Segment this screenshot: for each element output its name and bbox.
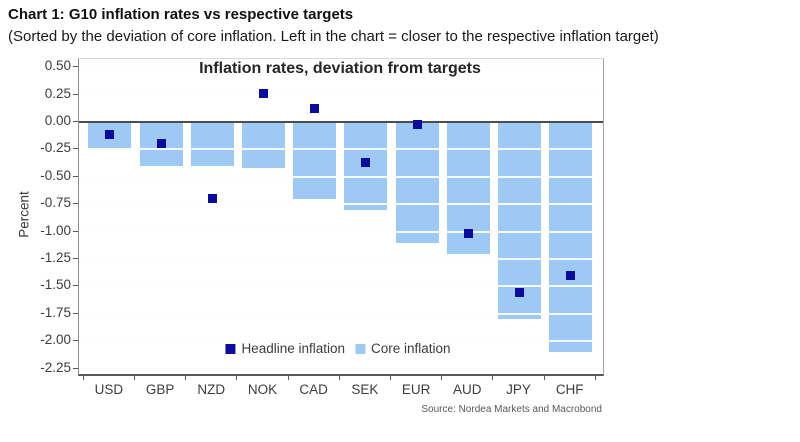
y-tick-label: -1.75 bbox=[40, 304, 71, 320]
x-axis-tick bbox=[185, 375, 187, 380]
core-inflation-bar bbox=[190, 122, 234, 166]
y-axis-tick bbox=[73, 175, 78, 177]
page-title: Chart 1: G10 inflation rates vs respecti… bbox=[8, 6, 354, 23]
x-tick-label: NZD bbox=[197, 382, 226, 397]
x-tick-label: SEK bbox=[351, 382, 379, 397]
y-tick-label: -1.00 bbox=[40, 222, 71, 238]
core-inflation-bar bbox=[395, 122, 439, 243]
x-axis-tick bbox=[492, 375, 494, 380]
y-axis-tick bbox=[73, 312, 78, 314]
x-tick-label: NOK bbox=[247, 382, 278, 397]
x-tick-label: CHF bbox=[555, 382, 584, 397]
x-axis-tick bbox=[338, 375, 340, 380]
y-tick-label: -0.50 bbox=[40, 167, 71, 183]
y-axis-tick bbox=[73, 230, 78, 232]
gridline-overlay bbox=[79, 175, 603, 178]
x-axis-tick bbox=[441, 375, 443, 380]
page-subtitle: (Sorted by the deviation of core inflati… bbox=[8, 28, 659, 45]
y-axis-tick bbox=[73, 258, 78, 259]
y-axis-tick bbox=[73, 148, 78, 150]
gridline-overlay bbox=[79, 285, 603, 288]
core-legend-swatch-icon bbox=[355, 343, 366, 354]
headline-inflation-marker bbox=[156, 139, 166, 149]
headline-inflation-marker bbox=[361, 158, 371, 168]
legend-label: Core inflation bbox=[371, 341, 451, 356]
source-credit: Source: Nordea Markets and Macrobond bbox=[421, 404, 602, 415]
x-axis-tick bbox=[287, 375, 289, 380]
y-axis-tick bbox=[73, 367, 78, 369]
x-tick-label: EUR bbox=[401, 382, 431, 397]
y-tick-label: -0.25 bbox=[40, 140, 71, 156]
y-axis-tick bbox=[73, 285, 78, 287]
x-axis-tick bbox=[390, 375, 391, 380]
gridline-overlay bbox=[79, 66, 603, 69]
x-tick-label: JPY bbox=[506, 382, 531, 397]
legend-label: Headline inflation bbox=[241, 341, 346, 356]
gridline-overlay bbox=[79, 230, 603, 233]
gridline-overlay bbox=[79, 203, 603, 206]
y-tick-label: 0.50 bbox=[44, 58, 71, 74]
x-axis-tick bbox=[134, 375, 135, 380]
y-axis-tick bbox=[73, 66, 78, 68]
chart-title: Inflation rates, deviation from targets bbox=[199, 60, 481, 77]
gridline-overlay bbox=[79, 93, 603, 96]
headline-inflation-marker bbox=[310, 104, 320, 114]
y-tick-label: 0.00 bbox=[44, 113, 71, 128]
x-axis-tick bbox=[82, 375, 84, 380]
x-tick-label: GBP bbox=[145, 382, 175, 397]
y-axis-tick bbox=[73, 93, 78, 95]
headline-inflation-marker bbox=[412, 119, 422, 129]
x-tick-label: USD bbox=[94, 382, 124, 397]
headline-inflation-marker bbox=[566, 270, 576, 280]
y-tick-label: -1.50 bbox=[40, 277, 71, 293]
gridline-overlay bbox=[79, 340, 603, 343]
y-tick-label: 0.25 bbox=[44, 85, 71, 101]
y-axis-tick bbox=[73, 340, 78, 342]
gridline-overlay bbox=[79, 258, 603, 260]
chart-legend: Headline inflation Core inflation bbox=[225, 341, 454, 356]
headline-legend-swatch-icon bbox=[225, 343, 236, 354]
y-axis-tick bbox=[73, 121, 78, 122]
x-axis-tick bbox=[594, 375, 596, 380]
core-inflation-bar bbox=[549, 122, 593, 353]
headline-inflation-marker bbox=[259, 89, 268, 98]
gridline-overlay bbox=[79, 312, 603, 315]
x-tick-label: CAD bbox=[299, 382, 328, 397]
y-tick-label: -2.25 bbox=[40, 359, 71, 375]
plot-area bbox=[78, 58, 604, 376]
zero-line bbox=[79, 121, 603, 123]
y-tick-label: -0.75 bbox=[40, 195, 71, 211]
core-inflation-bar bbox=[293, 122, 337, 199]
headline-inflation-marker bbox=[463, 229, 473, 239]
headline-inflation-marker bbox=[207, 194, 217, 204]
core-inflation-bar bbox=[242, 122, 285, 169]
x-axis-tick bbox=[236, 375, 238, 380]
y-tick-label: -2.00 bbox=[40, 332, 71, 348]
headline-inflation-marker bbox=[515, 288, 524, 298]
headline-inflation-marker bbox=[105, 129, 115, 139]
y-tick-label: -1.25 bbox=[40, 250, 71, 265]
x-tick-label: AUD bbox=[453, 382, 482, 397]
y-axis-tick bbox=[73, 203, 78, 205]
x-axis-tick bbox=[543, 375, 545, 380]
gridline-overlay bbox=[79, 148, 603, 151]
gridline-overlay bbox=[79, 367, 603, 370]
